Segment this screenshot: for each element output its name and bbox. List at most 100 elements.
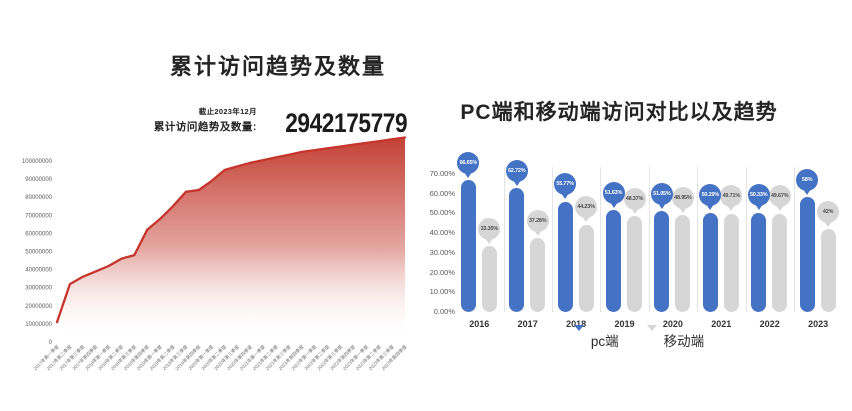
bar-pc-2022[interactable]: [751, 212, 767, 312]
legend-item-pc[interactable]: pc端: [573, 325, 619, 350]
annotation-caption: 截止2023年12月 累计访问趋势及数量:: [154, 106, 257, 137]
bar-mobile-2023[interactable]: [820, 229, 836, 312]
y-axis-tick-label: 60000000: [25, 231, 52, 237]
value-balloon-mobile-2020: 48.95%: [671, 186, 694, 213]
x-axis-year-label: 2016: [469, 319, 490, 329]
balloon-pointer: [775, 205, 784, 212]
y-axis-tick-label: 40000000: [25, 268, 52, 274]
annotation-date: 截止2023年12月: [198, 107, 257, 116]
group-separator: [600, 167, 602, 312]
y-axis-tick-label: 20.00%: [429, 267, 455, 277]
y-axis-tick-label: 10000000: [25, 322, 52, 328]
legend-item-mobile[interactable]: 移动端: [646, 325, 704, 350]
bar-pc-2021[interactable]: [702, 212, 718, 312]
y-axis-tick-label: 70.00%: [429, 168, 455, 178]
balloon-pointer: [657, 202, 666, 209]
droplet-marker-icon: [573, 325, 584, 349]
x-axis-year-label: 2023: [808, 319, 829, 329]
pc-mobile-bar-chart: 70.00% 60.00% 50.00% 40.00% 30.00% 20.00% 10.0…: [426, 0, 852, 411]
data-label: 55.77%: [554, 173, 577, 196]
y-axis-tick-label: 80000000: [25, 195, 52, 201]
group-separator: [793, 167, 795, 312]
bar-mobile-2022[interactable]: [772, 213, 788, 312]
y-axis-tick-label: 100000000: [22, 159, 53, 165]
value-balloon-pc-2018: 55.77%: [554, 173, 577, 200]
bar-mobile-2018[interactable]: [578, 224, 594, 312]
bar-pc-2017[interactable]: [509, 188, 525, 312]
bar-mobile-2021[interactable]: [723, 213, 739, 312]
bar-pc-2016[interactable]: [460, 180, 476, 312]
legend: pc端 移动端: [426, 325, 852, 350]
data-label: 66.65%: [457, 151, 480, 174]
annotation-label: 累计访问趋势及数量:: [153, 121, 257, 133]
legend-label-pc: pc端: [590, 334, 619, 349]
data-label: 50.29%: [699, 184, 722, 207]
x-axis-year-label: 2018: [566, 319, 587, 329]
group-separator: [648, 167, 650, 312]
bar-mobile-2020[interactable]: [675, 215, 691, 312]
x-axis-year-label: 2019: [614, 319, 635, 329]
cumulative-visits-area-chart: 1000000009000000080000000700000006000000…: [22, 136, 409, 372]
data-label: 48.37%: [623, 187, 646, 210]
bar-pc-2020[interactable]: [654, 211, 670, 312]
balloon-pointer: [609, 201, 618, 208]
balloon-pointer: [582, 216, 591, 223]
bar-pc-2018[interactable]: [557, 201, 573, 312]
balloon-pointer: [727, 205, 736, 212]
total-visits-annotation: 截止2023年12月 累计访问趋势及数量: 2942175779: [154, 106, 408, 139]
x-axis-year-label: 2020: [662, 319, 683, 329]
y-axis-tick-label: 30000000: [25, 286, 52, 292]
data-label: 51.05%: [650, 182, 673, 205]
value-balloon-mobile-2016: 33.35%: [478, 217, 501, 244]
pc-mobile-compare-panel: PC端和移动端访问对比以及趋势 70.00% 60.00% 50.00% 40.00%…: [426, 0, 852, 411]
data-label: 49.67%: [768, 185, 791, 208]
bar-pc-2023[interactable]: [799, 197, 815, 312]
cumulative-visits-area-series[interactable]: [57, 137, 405, 341]
value-balloon-mobile-2023: 42%: [817, 200, 840, 227]
left-chart-title: 累计访问趋势及数量: [169, 53, 386, 79]
bar-mobile-2017[interactable]: [530, 238, 546, 312]
data-label: 51.63%: [602, 181, 625, 204]
cumulative-visits-chart-panel: 100000000 90000000 80000000 70000000 6000000…: [22, 53, 409, 372]
balloon-pointer: [706, 204, 715, 211]
bar-mobile-2019[interactable]: [627, 216, 642, 312]
data-label: 37.28%: [526, 209, 549, 232]
x-axis-year-label: 2017: [517, 319, 538, 329]
balloon-pointer: [824, 220, 833, 227]
value-balloon-pc-2023: 58%: [796, 168, 819, 195]
data-label: 50.33%: [747, 184, 770, 207]
data-label: 44.23%: [575, 196, 598, 219]
balloon-pointer: [803, 188, 812, 195]
value-balloon-pc-2016: 66.65%: [457, 151, 480, 178]
bar-pc-2019[interactable]: [606, 210, 621, 312]
value-balloon-pc-2019: 51.63%: [602, 181, 625, 208]
value-balloon-mobile-2022: 49.67%: [768, 185, 791, 212]
cumulative-visits-line-series[interactable]: [55, 136, 407, 324]
y-axis-tick-label: 60.00%: [429, 188, 455, 198]
value-balloon-pc-2022: 50.33%: [747, 184, 770, 211]
value-balloon-mobile-2021: 49.71%: [720, 185, 743, 212]
y-axis-tick-label: 50.00%: [429, 208, 455, 218]
y-axis-tick-label: 40.00%: [429, 228, 455, 237]
balloon-pointer: [512, 179, 521, 186]
x-axis-year-label: 2021: [711, 319, 732, 329]
value-balloon-mobile-2017: 37.28%: [526, 209, 549, 236]
balloon-pointer: [561, 193, 570, 200]
data-label: 48.95%: [671, 186, 694, 209]
y-axis-tick-label: 20000000: [25, 304, 52, 310]
group-separator: [503, 167, 505, 312]
group-separator: [697, 167, 699, 312]
balloon-pointer: [485, 237, 494, 244]
balloon-pointer: [630, 207, 639, 214]
y-axis-tick-label: 10.00%: [429, 287, 455, 297]
y-axis-tick-label: 50000000: [25, 250, 52, 256]
data-label: 58%: [796, 168, 819, 191]
value-balloon-mobile-2018: 44.23%: [575, 196, 598, 223]
bar-mobile-2016[interactable]: [481, 246, 497, 312]
balloon-pointer: [464, 171, 473, 178]
y-axis-tick-label: 90000000: [25, 177, 52, 183]
total-visits-value: 2942175779: [285, 108, 407, 139]
balloon-pointer: [533, 229, 542, 236]
y-axis-tick-label: 0: [49, 340, 53, 346]
